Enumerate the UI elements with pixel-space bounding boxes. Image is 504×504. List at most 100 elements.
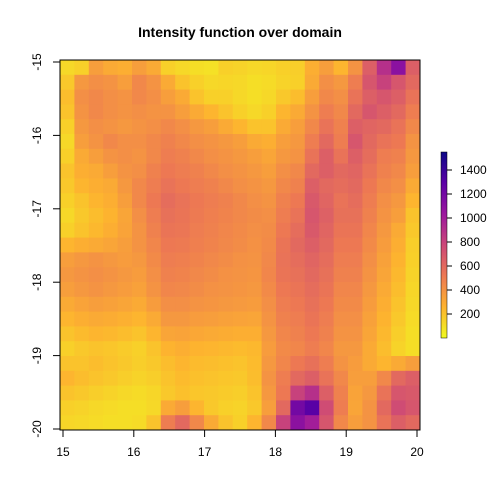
heatmap-cell [146,341,162,357]
heatmap-cell [405,104,421,120]
heatmap-cell [117,222,133,238]
heatmap-cell [232,178,248,194]
heatmap-cell [405,385,421,401]
heatmap-cell [175,356,190,372]
heatmap-cell [103,178,118,194]
heatmap-cell [132,370,147,386]
heatmap-cell [218,163,234,179]
heatmap-cell [103,208,118,224]
heatmap-cell [304,356,320,372]
heatmap-cell [247,385,262,401]
heatmap-cell [362,119,378,135]
heatmap-cell [88,400,104,416]
heatmap-cell [74,311,90,327]
heatmap-cell [304,341,320,357]
heatmap-cell [160,134,176,150]
heatmap-cell [146,296,162,312]
heatmap-cell [189,119,205,135]
heatmap-cell [175,222,190,238]
heatmap-cell [60,60,75,76]
x-tick-label: 19 [340,445,354,459]
heatmap-cell [276,163,291,179]
heatmap-cell [88,341,104,357]
heatmap-cell [348,104,363,120]
heatmap-cell [204,370,219,386]
heatmap-cell [218,237,234,253]
heatmap-cell [290,148,306,164]
heatmap-cell [103,385,118,401]
heatmap-cell [362,370,378,386]
heatmap-cell [204,178,219,194]
heatmap-cell [232,119,248,135]
heatmap-cell [204,222,219,238]
heatmap-cell [319,326,334,342]
heatmap-cell [189,341,205,357]
heatmap-cell [74,237,90,253]
heatmap-cell [290,296,306,312]
heatmap-cell [319,296,334,312]
heatmap-cell [247,252,262,268]
heatmap-cell [103,370,118,386]
heatmap-cell [160,237,176,253]
heatmap-cell [261,282,277,298]
heatmap-cell [261,252,277,268]
heatmap-cell [304,134,320,150]
heatmap-cell [290,282,306,298]
heatmap-cell [88,74,104,90]
heatmap-cell [391,237,406,253]
heatmap-cell [362,74,378,90]
heatmap-cell [391,252,406,268]
heatmap-cell [232,282,248,298]
heatmap-cell [376,148,392,164]
heatmap-cell [189,400,205,416]
heatmap-cell [146,119,162,135]
heatmap-cell [160,385,176,401]
heatmap-cell [290,237,306,253]
heatmap-cell [376,400,392,416]
heatmap-cell [276,134,291,150]
heatmap-cell [218,252,234,268]
heatmap-cell [74,148,90,164]
heatmap-cell [261,356,277,372]
heatmap-cell [290,60,306,76]
heatmap-cell [74,356,90,372]
heatmap-cell [175,104,190,120]
heatmap-cell [160,400,176,416]
heatmap-cell [218,415,234,431]
heatmap-cell [146,385,162,401]
heatmap-cell [232,237,248,253]
heatmap-cell [362,296,378,312]
heatmap-cell [391,163,406,179]
heatmap-cell [204,296,219,312]
heatmap-cell [218,385,234,401]
heatmap-cell [405,370,421,386]
chart-title: Intensity function over domain [138,24,342,40]
heatmap-cell [362,104,378,120]
y-axis: -15 -16 -17 -18 -19 -20 [30,53,61,438]
heatmap-cell [290,119,306,135]
heatmap-cell [405,119,421,135]
heatmap-cell [362,178,378,194]
heatmap-cell [247,326,262,342]
heatmap-cell [391,222,406,238]
heatmap-cell [88,237,104,253]
heatmap-cell [204,163,219,179]
heatmap-cell [189,163,205,179]
heatmap-cell [146,326,162,342]
heatmap-cell [304,370,320,386]
heatmap-cell [391,178,406,194]
x-tick-label: 16 [127,445,141,459]
heatmap-cell [218,296,234,312]
heatmap-cell [103,237,118,253]
heatmap-cell [276,222,291,238]
heatmap-cell [218,74,234,90]
heatmap-cell [175,237,190,253]
heatmap-cell [304,237,320,253]
heatmap-cell [276,341,291,357]
heatmap-cell [218,208,234,224]
heatmap-cell [160,311,176,327]
heatmap-cell [333,400,349,416]
heatmap-cell [60,222,75,238]
heatmap-cell [376,385,392,401]
heatmap-cell [261,267,277,283]
